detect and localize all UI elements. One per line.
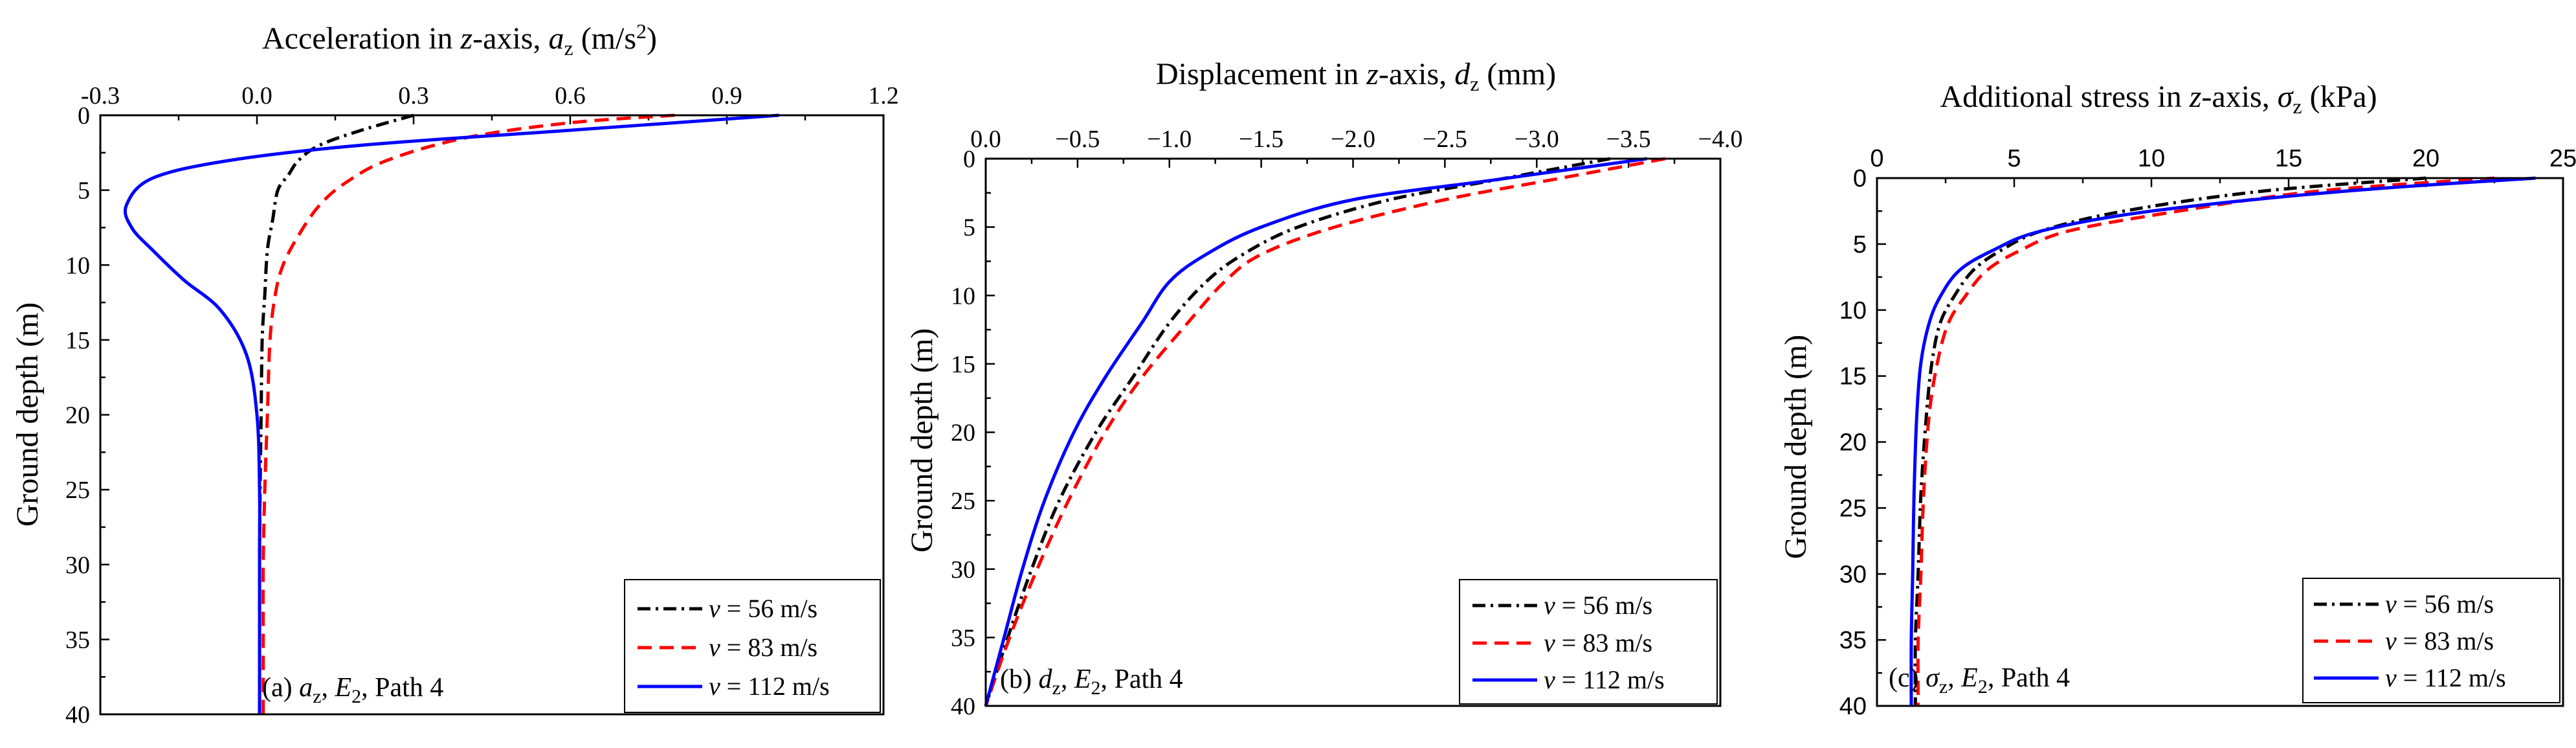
panel-b-legend: v = 56 m/s v = 83 m/s v = 112 m/s xyxy=(1459,579,1718,705)
panel-a-xtick-label: 0.6 xyxy=(555,82,586,109)
panel-a-yticklabels: 0 5 10 15 20 25 30 35 40 xyxy=(65,102,90,729)
panel-c-ytick-label: 5 xyxy=(1853,231,1867,258)
panel-a-frame xyxy=(99,114,885,716)
panel-a-xtick-label: -0.3 xyxy=(81,82,120,109)
panel-b-legend-label-83: v = 83 m/s xyxy=(1544,628,1652,657)
panel-c: Additional stress in z-axis, σz (kPa) 0 5… xyxy=(1779,80,2576,720)
panel-a-xtick-label: 1.2 xyxy=(868,82,899,109)
panel-c-ytick-label: 30 xyxy=(1839,561,1867,588)
panel-c-ytick-label: 40 xyxy=(1839,693,1867,720)
panel-b-xtick-label: −3.5 xyxy=(1606,126,1651,153)
panel-a-legend-box xyxy=(624,579,881,713)
panel-c-series xyxy=(1909,176,2536,707)
panel-a-series-0 xyxy=(258,113,414,714)
panel-b-ytick-label: 5 xyxy=(963,214,975,242)
panel-a-ytick-label: 5 xyxy=(78,177,90,205)
panel-b-xtick-label: −1.5 xyxy=(1239,126,1283,153)
panel-c-xtick-label: 0 xyxy=(1870,145,1883,172)
panel-b-xtick-label: −0.5 xyxy=(1055,126,1100,153)
panel-c-yticklabels: 0 5 10 15 20 25 30 35 40 xyxy=(1839,165,1867,720)
panel-c-xtick-label: 5 xyxy=(2007,145,2021,172)
panel-b-series xyxy=(984,157,1666,707)
panel-b-xtick-label: −3.0 xyxy=(1515,126,1559,153)
panel-a-ytick-label: 30 xyxy=(65,552,90,579)
panel-c-frame xyxy=(1876,177,2564,707)
panel-c-ytick-label: 10 xyxy=(1839,297,1867,324)
panel-b-series-2 xyxy=(984,157,1647,707)
panel-b-xtick-label: −2.5 xyxy=(1423,126,1467,153)
panel-a-legend-label-112: v = 112 m/s xyxy=(709,672,830,701)
panel-c-label: (c) σz, E2, Path 4 xyxy=(1889,663,2070,697)
panel-c-xtick-label: 15 xyxy=(2275,145,2302,172)
panel-a-legend: v = 56 m/s v = 83 m/s v = 112 m/s xyxy=(624,579,881,713)
panel-b-xticklabels: 0.0 −0.5 −1.0 −1.5 −2.0 −2.5 −3.0 −3.5 −4.0 xyxy=(970,126,1742,153)
panel-a: Acceleration in z-axis, az (m/s2) -0.3 0.… xyxy=(10,19,899,729)
panel-a-legend-label-83: v = 83 m/s xyxy=(709,633,817,662)
panel-a-xtick-label: 0.0 xyxy=(241,82,272,109)
panel-a-ytick-label: 0 xyxy=(78,102,90,130)
panel-a-ylabel: Ground depth (m) xyxy=(10,302,45,527)
panel-c-title: Additional stress in z-axis, σz (kPa) xyxy=(1940,80,2377,118)
panel-c-ylabel: Ground depth (m) xyxy=(1779,335,1813,560)
panel-a-series-2 xyxy=(123,113,779,714)
panel-b-xtick-label: −2.0 xyxy=(1331,126,1375,153)
panel-a-series-1 xyxy=(261,113,675,714)
panel-c-legend-label-112: v = 112 m/s xyxy=(2385,663,2506,692)
panel-c-ytick-label: 35 xyxy=(1839,627,1867,654)
panel-b-ytick-label: 25 xyxy=(951,488,975,515)
panel-a-ytick-label: 35 xyxy=(65,626,90,653)
panel-b-ytick-label: 40 xyxy=(951,693,975,720)
panel-b-ytick-label: 10 xyxy=(951,282,975,310)
panel-b-ytick-label: 30 xyxy=(951,556,975,584)
panel-a-title: Acceleration in z-axis, az (m/s2) xyxy=(262,19,657,60)
panel-b-legend-label-112: v = 112 m/s xyxy=(1544,665,1665,694)
panel-c-ytick-label: 15 xyxy=(1839,363,1867,391)
panel-c-legend: v = 56 m/s v = 83 m/s v = 112 m/s xyxy=(2302,578,2560,703)
panel-a-xticklabels: -0.3 0.0 0.3 0.6 0.9 1.2 xyxy=(81,82,899,109)
panel-c-xtick-label: 20 xyxy=(2412,145,2439,172)
panel-c-xtick-label: 25 xyxy=(2549,145,2576,172)
panel-a-ytick-label: 15 xyxy=(65,327,90,354)
panel-c-xtick-label: 10 xyxy=(2138,145,2165,172)
panel-b-series-0 xyxy=(984,157,1611,707)
panel-c-xticklabels: 0 5 10 15 20 25 xyxy=(1870,145,2576,172)
panel-c-series-0 xyxy=(1913,176,2426,707)
panel-b-ytick-label: 0 xyxy=(963,146,975,173)
panel-b-title: Displacement in z-axis, dz (mm) xyxy=(1156,57,1556,95)
panel-b-label: (b) dz, E2, Path 4 xyxy=(1000,664,1183,699)
panel-c-ytick-label: 0 xyxy=(1853,165,1867,192)
panel-b-xtick-label: −4.0 xyxy=(1698,126,1743,153)
panel-b-ytick-label: 35 xyxy=(951,624,975,652)
panel-a-legend-label-56: v = 56 m/s xyxy=(709,594,817,623)
panel-b-xtick-label: 0.0 xyxy=(970,126,1001,153)
panel-a-ytick-label: 40 xyxy=(65,701,90,729)
panel-c-series-1 xyxy=(1916,176,2495,707)
panel-b: Displacement in z-axis, dz (mm) 0.0 −0.5 −… xyxy=(905,57,1742,720)
panel-b-xtick-label: −1.0 xyxy=(1147,126,1192,153)
panel-a-ytick-label: 20 xyxy=(65,402,90,429)
panel-a-series xyxy=(123,113,779,714)
panel-b-frame xyxy=(984,157,1722,707)
panel-b-ylabel: Ground depth (m) xyxy=(905,328,939,553)
panel-c-ytick-label: 25 xyxy=(1839,495,1867,522)
panel-b-ytick-label: 20 xyxy=(951,420,975,447)
panel-b-series-1 xyxy=(984,157,1666,707)
panel-c-legend-label-83: v = 83 m/s xyxy=(2385,626,2494,655)
panel-a-ytick-label: 10 xyxy=(65,252,90,279)
panel-b-ytick-label: 15 xyxy=(951,351,975,378)
panel-c-series-2 xyxy=(1909,176,2536,707)
panel-b-legend-label-56: v = 56 m/s xyxy=(1544,591,1652,620)
panel-a-ytick-label: 25 xyxy=(65,477,90,504)
panel-c-ytick-label: 20 xyxy=(1839,429,1867,457)
panel-a-label: (a) az, E2, Path 4 xyxy=(262,673,443,707)
panel-b-yticklabels: 0 5 10 15 20 25 30 35 40 xyxy=(951,146,975,720)
panel-a-xtick-label: 0.9 xyxy=(711,82,742,109)
panel-a-xtick-label: 0.3 xyxy=(398,82,429,109)
panel-c-legend-label-56: v = 56 m/s xyxy=(2385,589,2494,618)
